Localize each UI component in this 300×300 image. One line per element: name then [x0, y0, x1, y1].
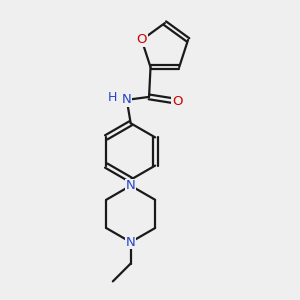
Text: O: O	[172, 95, 182, 108]
Text: N: N	[126, 179, 136, 192]
Text: N: N	[122, 93, 132, 106]
Text: O: O	[136, 33, 147, 46]
Text: N: N	[126, 236, 136, 249]
Text: H: H	[108, 91, 117, 104]
